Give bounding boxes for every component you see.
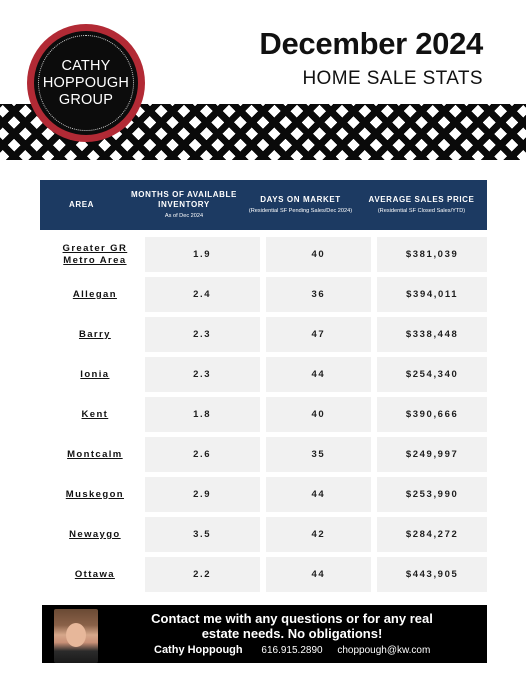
area-link[interactable]: Allegan bbox=[72, 288, 117, 300]
agent-photo bbox=[54, 609, 98, 663]
inventory-value: 3.5 bbox=[144, 517, 260, 552]
price-value: $381,039 bbox=[377, 237, 487, 272]
header-days: DAYS ON MARKET (Residential SF Pending S… bbox=[245, 195, 356, 215]
table-row: Kent 1.8 40 $390,666 bbox=[40, 397, 487, 432]
area-link[interactable]: Newaygo bbox=[69, 528, 121, 540]
logo-line-3: GROUP bbox=[58, 91, 114, 108]
area-link[interactable]: Ottawa bbox=[74, 568, 115, 580]
days-value: 47 bbox=[265, 317, 372, 352]
days-value: 42 bbox=[265, 517, 372, 552]
agent-phone[interactable]: 616.915.2890 bbox=[261, 645, 323, 656]
inventory-value: 2.3 bbox=[144, 317, 260, 352]
page-title: December 2024 bbox=[259, 26, 483, 61]
header-inventory: MONTHS OF AVAILABLE INVENTORY As of Dec … bbox=[123, 190, 245, 220]
header-days-note: (Residential SF Pending Sales/Dec 2024) bbox=[248, 208, 353, 214]
contact-details: Cathy Hoppough 616.915.2890 choppough@kw… bbox=[154, 644, 430, 656]
header-area: AREA bbox=[40, 200, 123, 210]
inventory-value: 1.9 bbox=[144, 237, 260, 272]
table-row: Muskegon 2.9 44 $253,990 bbox=[40, 477, 487, 512]
days-value: 36 bbox=[265, 277, 372, 312]
days-value: 44 bbox=[265, 557, 372, 592]
table-row: Barry 2.3 47 $338,448 bbox=[40, 317, 487, 352]
area-link[interactable]: Montcalm bbox=[67, 448, 123, 460]
price-value: $443,905 bbox=[377, 557, 487, 592]
price-value: $338,448 bbox=[377, 317, 487, 352]
logo-line-1: CATHY bbox=[61, 57, 111, 74]
header-area-label: AREA bbox=[68, 200, 95, 209]
logo-line-2: HOPPOUGH bbox=[42, 74, 130, 91]
contact-footer: Contact me with any questions or for any… bbox=[42, 605, 487, 663]
table-row: Montcalm 2.6 35 $249,997 bbox=[40, 437, 487, 472]
price-value: $284,272 bbox=[377, 517, 487, 552]
inventory-value: 1.8 bbox=[144, 397, 260, 432]
company-logo: CATHY HOPPOUGH GROUP bbox=[27, 24, 145, 142]
days-value: 44 bbox=[265, 357, 372, 392]
price-value: $254,340 bbox=[377, 357, 487, 392]
page-subtitle: HOME SALE STATS bbox=[302, 68, 483, 89]
stats-table: AREA MONTHS OF AVAILABLE INVENTORY As of… bbox=[40, 180, 487, 592]
table-header: AREA MONTHS OF AVAILABLE INVENTORY As of… bbox=[40, 180, 487, 232]
price-value: $394,011 bbox=[377, 277, 487, 312]
header-price-note: (Residential SF Closed Sales/YTD) bbox=[377, 208, 466, 214]
area-link[interactable]: Barry bbox=[78, 328, 111, 340]
area-link[interactable]: Muskegon bbox=[65, 488, 124, 500]
price-value: $390,666 bbox=[377, 397, 487, 432]
days-value: 40 bbox=[265, 397, 372, 432]
header-inventory-label: MONTHS OF AVAILABLE INVENTORY bbox=[131, 190, 237, 209]
inventory-value: 2.2 bbox=[144, 557, 260, 592]
inventory-value: 2.4 bbox=[144, 277, 260, 312]
agent-email[interactable]: choppough@kw.com bbox=[337, 645, 431, 656]
area-link[interactable]: Ionia bbox=[80, 368, 110, 380]
table-row: Newaygo 3.5 42 $284,272 bbox=[40, 517, 487, 552]
contact-message: Contact me with any questions or for any… bbox=[151, 611, 433, 641]
inventory-value: 2.6 bbox=[144, 437, 260, 472]
days-value: 35 bbox=[265, 437, 372, 472]
days-value: 44 bbox=[265, 477, 372, 512]
days-value: 40 bbox=[265, 237, 372, 272]
header-price: AVERAGE SALES PRICE (Residential SF Clos… bbox=[356, 195, 487, 215]
area-link[interactable]: Greater GR Metro Area bbox=[62, 242, 128, 266]
table-row: Ottawa 2.2 44 $443,905 bbox=[40, 557, 487, 592]
header-inventory-note: As of Dec 2024 bbox=[164, 213, 204, 219]
table-row: Greater GR Metro Area 1.9 40 $381,039 bbox=[40, 237, 487, 272]
table-row: Allegan 2.4 36 $394,011 bbox=[40, 277, 487, 312]
inventory-value: 2.3 bbox=[144, 357, 260, 392]
header-days-label: DAYS ON MARKET bbox=[260, 195, 341, 204]
area-link[interactable]: Kent bbox=[81, 408, 109, 420]
inventory-value: 2.9 bbox=[144, 477, 260, 512]
agent-name: Cathy Hoppough bbox=[154, 644, 243, 656]
header-price-label: AVERAGE SALES PRICE bbox=[368, 195, 475, 204]
table-row: Ionia 2.3 44 $254,340 bbox=[40, 357, 487, 392]
price-value: $249,997 bbox=[377, 437, 487, 472]
price-value: $253,990 bbox=[377, 477, 487, 512]
